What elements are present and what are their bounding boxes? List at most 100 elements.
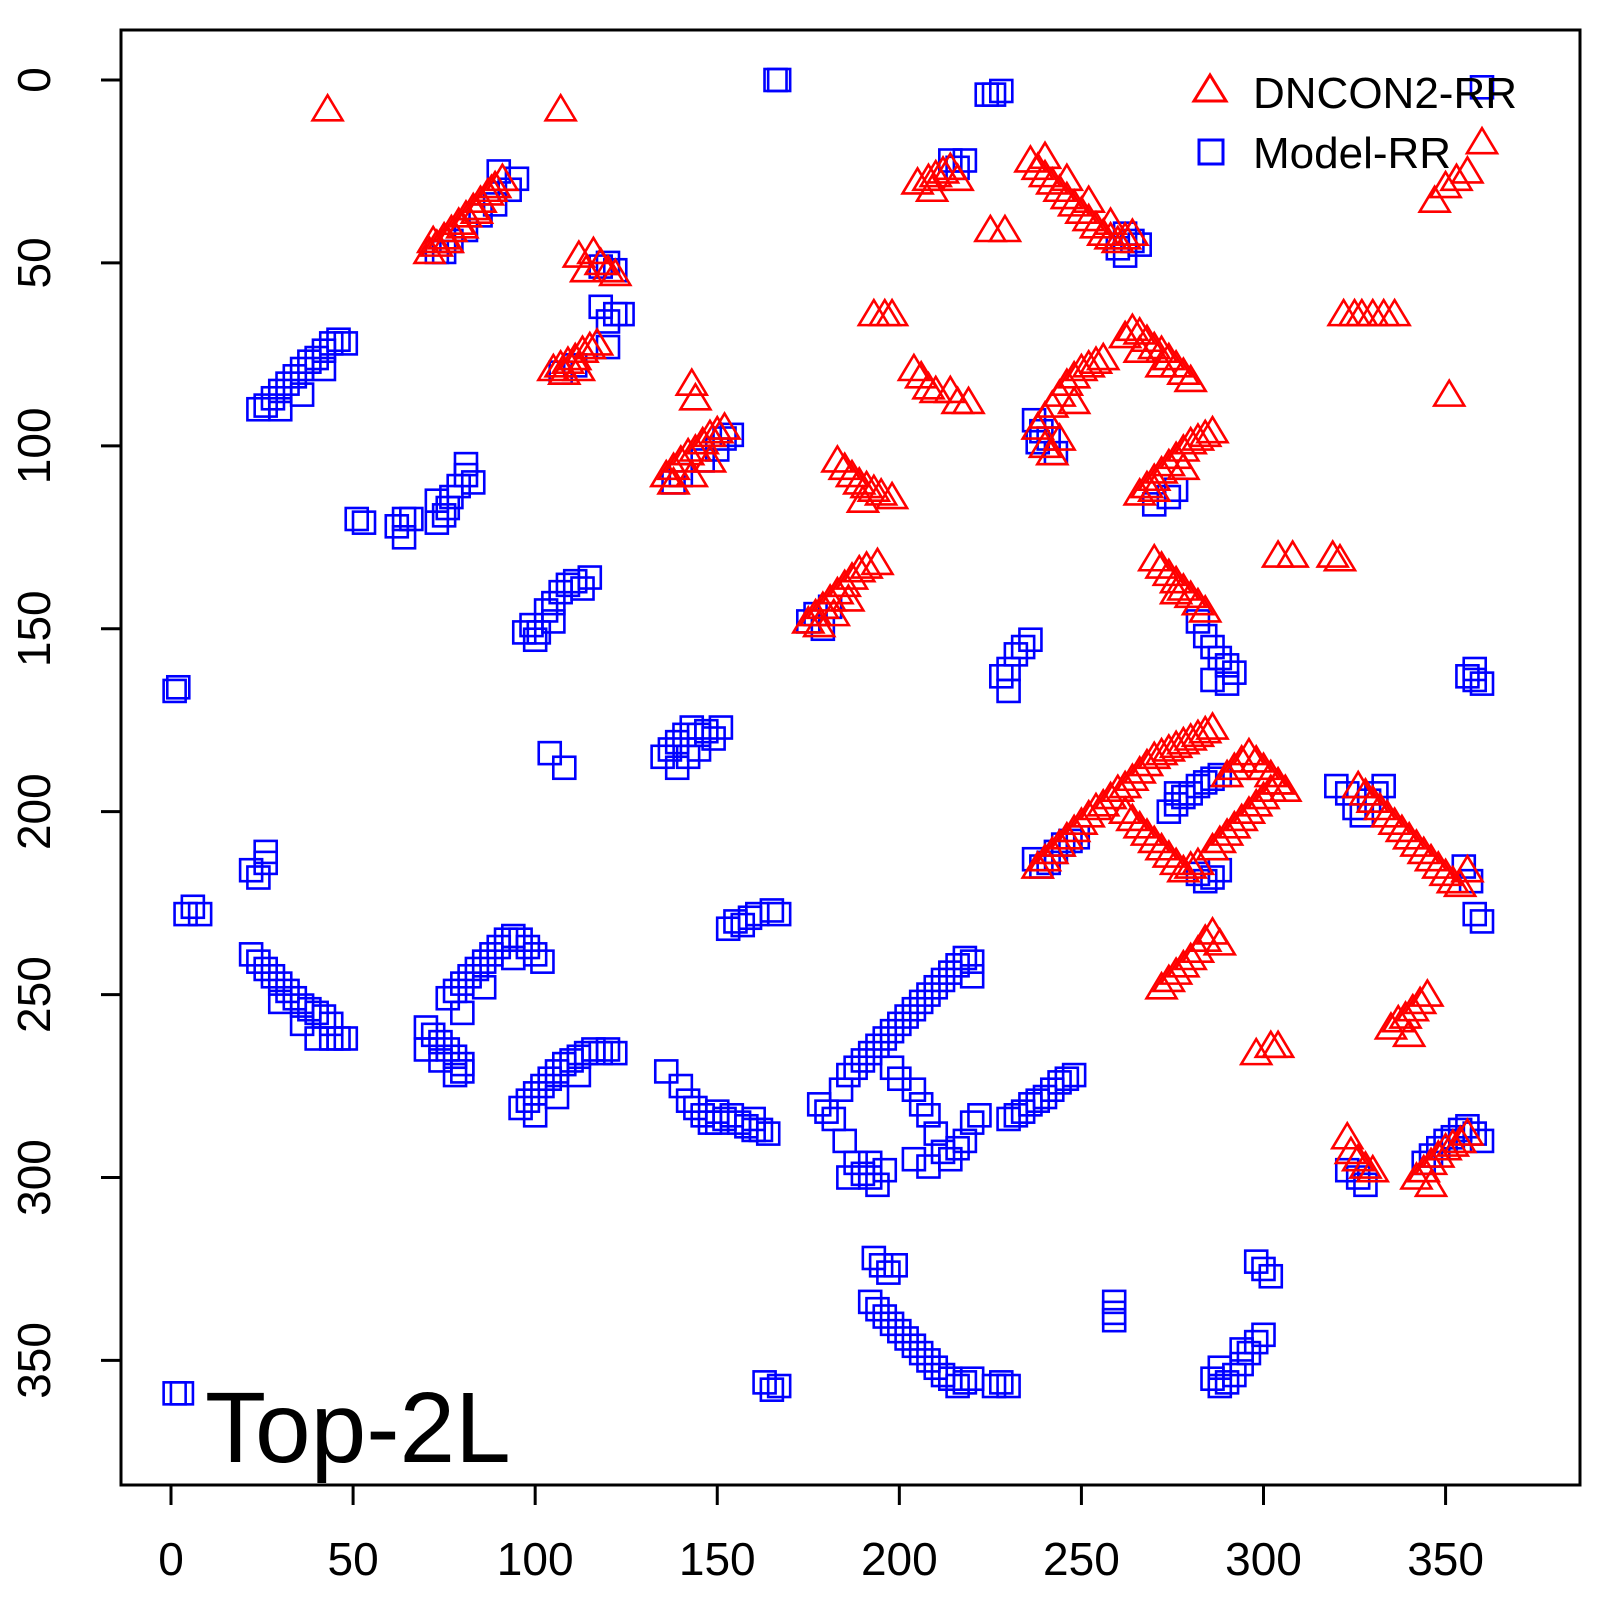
model-rr-point [318, 1011, 344, 1037]
model-rr-point [1101, 1307, 1127, 1333]
dncon2-rr-point [940, 385, 975, 415]
dncon2-rr-point [1224, 802, 1259, 832]
dncon2-rr-point [1158, 846, 1194, 876]
dncon2-rr-point [1391, 1018, 1427, 1048]
model-rr-point [551, 755, 577, 781]
model-rr-point [450, 971, 475, 996]
dncon2-rr-point [1435, 1128, 1471, 1157]
x-tick-label: 0 [158, 1533, 184, 1585]
dncon2-rr-point [1421, 850, 1456, 879]
dncon2-rr-point [1115, 802, 1150, 832]
model-rr-point [442, 978, 468, 1004]
model-rr-point [872, 1157, 898, 1183]
model-rr-point [952, 148, 978, 173]
model-rr-point [537, 1066, 563, 1092]
dncon2-rr-point [834, 561, 870, 590]
dncon2-rr-point [678, 381, 713, 411]
model-rr-point [1469, 671, 1495, 696]
model-rr-point [836, 1062, 861, 1088]
model-rr-point [471, 974, 497, 1000]
dncon2-rr-point [1209, 758, 1245, 788]
y-tick-label: 100 [8, 407, 60, 484]
dncon2-rr-point [1064, 806, 1099, 835]
model-rr-point [1353, 1172, 1378, 1198]
dncon2-rr-point [1410, 978, 1445, 1007]
model-rr-point [253, 956, 278, 982]
model-rr-point [1251, 1322, 1276, 1348]
model-rr-point [981, 1373, 1007, 1399]
dncon2-rr-point [685, 425, 720, 455]
dncon2-rr-point [1027, 842, 1063, 872]
dncon2-rr-point [1370, 798, 1405, 828]
dncon2-rr-point [1078, 345, 1114, 374]
dncon2-rr-point [1246, 751, 1281, 781]
x-tick-label: 200 [861, 1533, 938, 1585]
model-rr-point [850, 1048, 876, 1073]
dncon2-rr-point [834, 458, 870, 488]
model-rr-point [595, 1037, 621, 1062]
dncon2-rr-point [310, 92, 345, 122]
dncon2-rr-point [445, 209, 480, 239]
dncon2-rr-point [1253, 758, 1289, 788]
model-rr-point [996, 1373, 1021, 1399]
dncon2-rr-point [1384, 813, 1420, 843]
model-rr-point [399, 506, 424, 532]
model-rr-point [879, 1018, 905, 1044]
model-rr-point [766, 1373, 792, 1399]
dncon2-rr-point [827, 451, 863, 481]
dncon2-rr-point [1202, 926, 1238, 956]
model-rr-point [522, 1103, 548, 1128]
model-rr-point [544, 1084, 570, 1110]
model-rr-point [901, 1333, 927, 1359]
model-rr-point [318, 331, 344, 356]
model-rr-point [267, 396, 293, 422]
legend: DNCON2-RR Model-RR [1191, 69, 1517, 178]
dncon2-rr-point [1034, 835, 1070, 865]
x-tick-label: 150 [679, 1533, 756, 1585]
model-rr-point [267, 971, 293, 996]
x-tick-label: 350 [1407, 1533, 1484, 1585]
dncon2-rr-point [1395, 992, 1431, 1022]
dncon2-rr-point [1056, 187, 1092, 217]
series-model-rr [162, 67, 1495, 1406]
model-rr-point [180, 894, 206, 920]
dncon2-rr-point [1275, 539, 1310, 568]
dncon2-rr-point [1151, 557, 1187, 587]
dncon2-rr-point [648, 458, 684, 488]
model-rr-point [522, 627, 548, 653]
model-rr-point [187, 901, 213, 927]
dncon2-rr-point [1122, 334, 1157, 364]
model-rr-point [959, 949, 985, 974]
model-rr-point [988, 1370, 1014, 1395]
model-rr-point [267, 989, 293, 1015]
model-rr-point [1003, 642, 1029, 667]
model-rr-point [876, 1260, 901, 1285]
dncon2-rr-point [1333, 1135, 1369, 1165]
dncon2-rr-point [1085, 341, 1121, 371]
dncon2-rr-point [543, 92, 578, 122]
model-rr-point [1207, 1355, 1233, 1381]
dncon2-rr-point [1013, 143, 1048, 173]
plot-area-frame [119, 28, 1582, 1487]
model-rr-point [442, 1062, 468, 1088]
x-tick-label: 300 [1225, 1533, 1302, 1585]
dncon2-rr-point [1020, 850, 1056, 879]
dncon2-rr-point [951, 385, 986, 415]
dncon2-rr-point [914, 173, 950, 203]
dncon2-rr-point [1202, 824, 1238, 854]
series-dncon2-rr [310, 92, 1500, 1198]
dncon2-rr-point [1268, 773, 1303, 803]
dncon2-rr-point [1100, 224, 1136, 254]
dncon2-rr-point [1122, 476, 1157, 506]
model-rr-point [1469, 909, 1495, 934]
x-axis: 0 50 100 150 200 250 300 350 [158, 1483, 1484, 1585]
dncon2-rr-point [1260, 765, 1296, 795]
model-rr-point [865, 1033, 890, 1059]
model-rr-point [916, 1103, 941, 1128]
dncon2-rr-point [1442, 1124, 1478, 1154]
model-rr-point [1258, 1263, 1284, 1289]
model-rr-point [602, 301, 628, 327]
dncon2-rr-point [1180, 421, 1216, 451]
model-rr-point [238, 942, 264, 967]
model-rr-point [988, 78, 1014, 104]
